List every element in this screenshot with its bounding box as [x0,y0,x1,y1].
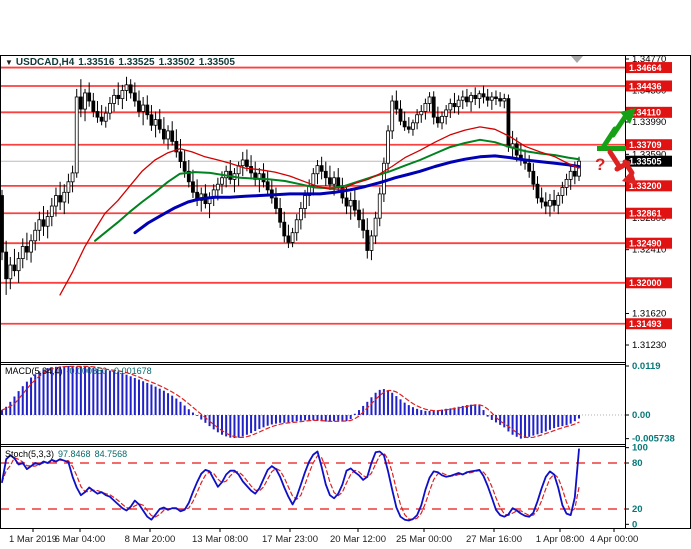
current-price-badge [626,155,672,167]
time-tick-label: 25 Mar 00:00 [396,534,452,545]
stoch-axis-label: 0 [632,519,637,530]
level-price-badge [626,106,672,118]
scroll-to-end-marker [571,56,583,63]
fast-ma-line [59,126,580,296]
level-price-badge [626,237,672,249]
level-price-badge [626,277,672,289]
price-tick-label: 1.31230 [632,340,666,351]
stoch-value-k: 97.8468 [58,449,91,459]
macd-pane [0,365,625,439]
time-tick-label: 27 Mar 16:00 [466,534,522,545]
level-price-badge [626,180,672,192]
slow-ma-line [133,154,581,235]
time-tick-label: 13 Mar 08:00 [192,534,248,545]
level-price-badge [626,207,672,219]
stoch-value-d: 84.7568 [94,449,128,459]
svg-text:1.34664: 1.34664 [629,63,662,73]
level-price-badge [626,62,672,74]
svg-text:1.33505: 1.33505 [629,157,662,167]
time-tick-label: 1 Mar 2019 [9,534,57,545]
quote-low: 1.33502 [158,57,195,68]
question-mark-label: ? [595,155,605,174]
quote-open: 1.33516 [78,57,115,68]
stoch-axis-label: 20 [632,504,643,515]
time-tick-label: 4 Apr 00:00 [590,534,639,545]
svg-text:1.34110: 1.34110 [629,108,661,118]
time-tick-label: 17 Mar 23:00 [262,534,318,545]
chart-header: ▼ USDCAD,H4 1.33516 1.33525 1.33502 1.33505 [5,57,239,68]
forecast-annotation: ? [571,56,637,185]
price-tick-label: 1.31620 [632,308,666,319]
quote-high: 1.33525 [118,57,155,68]
price-tick-label: 1.34770 [632,54,666,65]
main-pane[interactable] [0,66,625,325]
macd-indicator-label: MACD(5,34,4) -0.000850 -0.001678 [5,366,152,376]
stochastic-pane [0,448,625,522]
svg-text:1.34436: 1.34436 [629,81,662,91]
time-tick-label: 6 Mar 04:00 [55,534,106,545]
price-tick-label: 1.32410 [632,245,666,256]
price-axis: 1.347701.343801.339901.335901.328001.324… [625,54,690,530]
time-tick-label: 1 Apr 08:00 [536,534,585,545]
macd-value-main: -0.000850 [66,366,108,376]
stoch-name: Stoch(5,3,3) [5,449,55,459]
level-price-badge [626,139,672,151]
macd-axis-label: -0.005738 [632,434,675,445]
svg-text:1.32000: 1.32000 [629,278,662,288]
symbol-timeframe-label: USDCAD,H4 [15,57,75,68]
level-price-badge [626,318,672,330]
svg-text:1.31493: 1.31493 [629,319,662,329]
macd-axis-label: 0.00 [632,410,651,421]
macd-value-signal: -0.001678 [111,366,152,376]
svg-text:1.33709: 1.33709 [629,140,662,150]
stoch-indicator-label: Stoch(5,3,3) 97.8468 84.7568 [5,449,127,459]
down-arrow-icon [607,149,637,185]
stoch-axis-label: 80 [632,458,643,469]
price-tick-label: 1.33990 [632,117,666,128]
svg-text:1.32861: 1.32861 [629,209,662,219]
level-price-badge [626,80,672,92]
time-tick-label: 20 Mar 12:00 [330,534,386,545]
candlestick-layer [0,76,581,295]
macd-axis-label: 0.0119 [632,361,661,372]
quote-close: 1.33505 [198,57,235,68]
macd-name: MACD(5,34,4) [5,366,63,376]
time-tick-label: 8 Mar 20:00 [125,534,176,545]
medium-ma-line [94,138,580,242]
price-tick-label: 1.33590 [632,149,666,160]
svg-text:1.33200: 1.33200 [629,181,662,191]
pane-borders [0,55,691,529]
chevron-down-icon[interactable]: ▼ [5,58,13,67]
up-arrow-icon [597,108,636,151]
svg-text:1.32490: 1.32490 [629,239,662,249]
stoch-axis-label: 100 [632,443,648,454]
